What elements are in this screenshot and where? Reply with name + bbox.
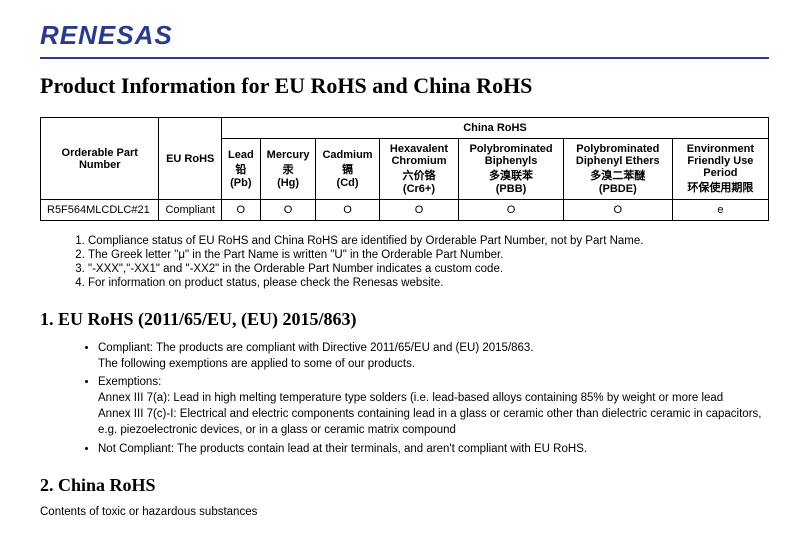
note-item: The Greek letter "μ" in the Part Name is… xyxy=(88,249,769,261)
col-pbde: Polybrominated Diphenyl Ethers 多溴二苯醚 (PB… xyxy=(563,139,672,200)
col-mercury: Mercury 汞 (Hg) xyxy=(260,139,316,200)
cell-pbb: O xyxy=(459,200,563,221)
bullet-item: Exemptions: Annex III 7(a): Lead in high… xyxy=(98,374,769,438)
bullet-item: Not Compliant: The products contain lead… xyxy=(98,441,769,457)
cell-pbde: O xyxy=(563,200,672,221)
cell-cadmium: O xyxy=(316,200,379,221)
col-cadmium: Cadmium 镉 (Cd) xyxy=(316,139,379,200)
col-lead: Lead 铅 (Pb) xyxy=(221,139,260,200)
cell-mercury: O xyxy=(260,200,316,221)
section-2-heading: 2. China RoHS xyxy=(40,475,769,496)
col-eu-rohs: EU RoHS xyxy=(159,118,222,200)
bullet-item: Compliant: The products are compliant wi… xyxy=(98,340,769,372)
rohs-table: Orderable Part Number EU RoHS China RoHS… xyxy=(40,117,769,221)
cell-eu: Compliant xyxy=(159,200,222,221)
col-part-number: Orderable Part Number xyxy=(41,118,159,200)
brand-logo: RENESAS xyxy=(40,20,769,51)
col-efup: Environment Friendly Use Period 环保使用期限 xyxy=(672,139,768,200)
section-2-body: Contents of toxic or hazardous substance… xyxy=(40,506,769,518)
cell-lead: O xyxy=(221,200,260,221)
col-group-china: China RoHS xyxy=(221,118,768,139)
col-pbb: Polybrominated Biphenyls 多溴联苯 (PBB) xyxy=(459,139,563,200)
notes-list: Compliance status of EU RoHS and China R… xyxy=(70,235,769,289)
note-item: For information on product status, pleas… xyxy=(88,277,769,289)
note-item: Compliance status of EU RoHS and China R… xyxy=(88,235,769,247)
cell-efup: e xyxy=(672,200,768,221)
page-title: Product Information for EU RoHS and Chin… xyxy=(40,73,769,99)
table-row: R5F564MLCDLC#21 Compliant O O O O O O e xyxy=(41,200,769,221)
section-1-heading: 1. EU RoHS (2011/65/EU, (EU) 2015/863) xyxy=(40,309,769,330)
section-1-bullets: Compliant: The products are compliant wi… xyxy=(80,340,769,457)
cell-chromium: O xyxy=(379,200,459,221)
col-chromium: Hexavalent Chromium 六价铬 (Cr6+) xyxy=(379,139,459,200)
cell-part: R5F564MLCDLC#21 xyxy=(41,200,159,221)
note-item: "-XXX","-XX1" and "-XX2" in the Orderabl… xyxy=(88,263,769,275)
brand-rule xyxy=(40,57,769,59)
